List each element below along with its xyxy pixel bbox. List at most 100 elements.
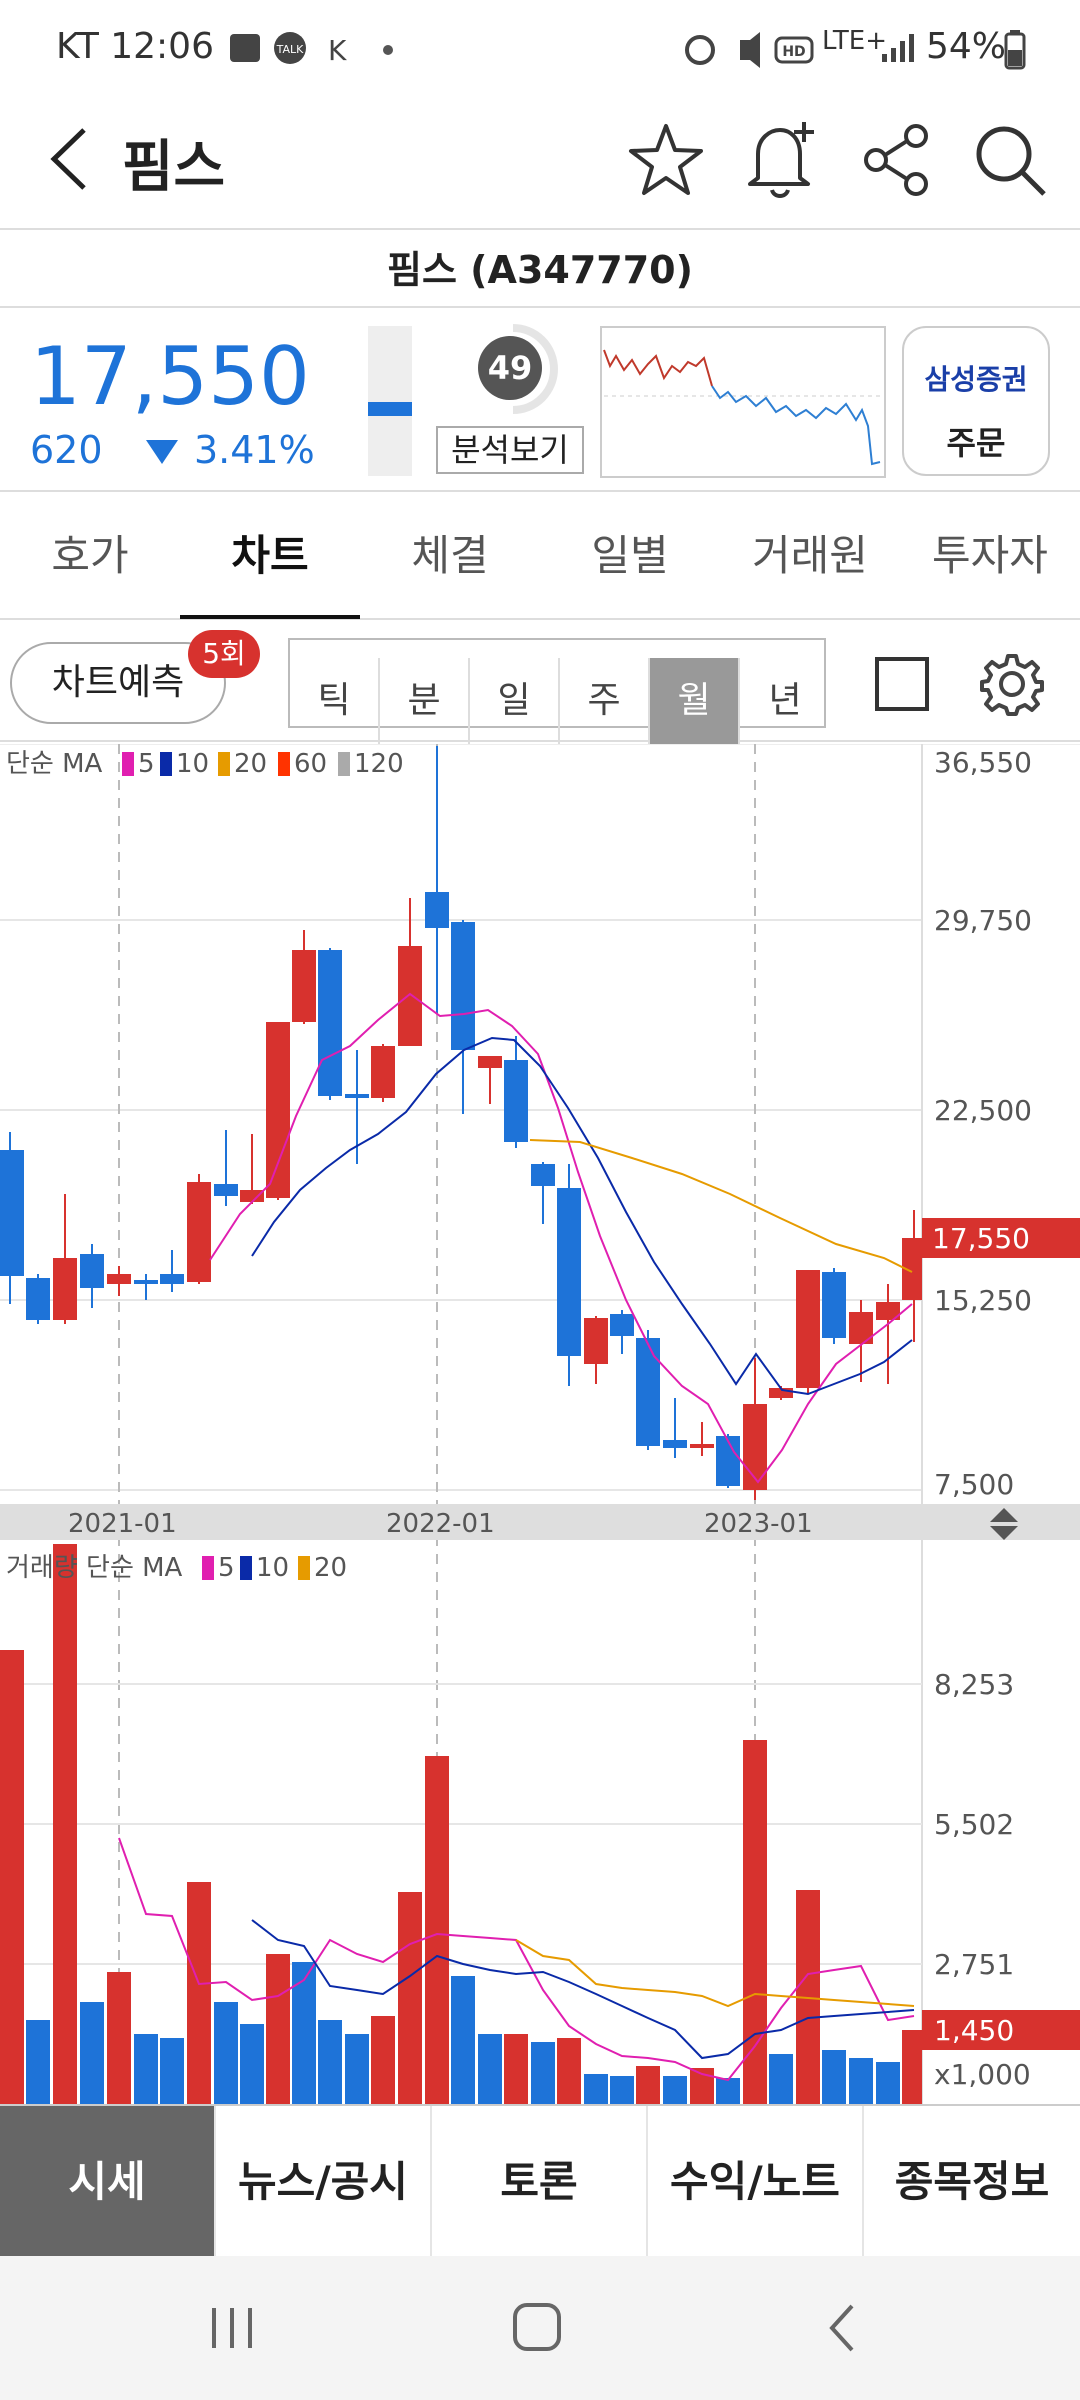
candle xyxy=(214,1184,238,1196)
price-tick-5: 7,500 xyxy=(934,1468,1014,1501)
date-label-2021: 2021-01 xyxy=(68,1509,177,1539)
volume-bar xyxy=(240,2024,264,2104)
candle xyxy=(318,950,342,1096)
vol-tick-1: 8,253 xyxy=(934,1668,1014,1701)
favorite-star-icon[interactable] xyxy=(628,122,704,198)
vol-ma10-swatch xyxy=(240,1556,252,1580)
panel-resize-handle-icon[interactable] xyxy=(990,1508,1018,1540)
candle xyxy=(80,1254,104,1288)
ma5-label: 5 xyxy=(138,749,155,779)
candle xyxy=(610,1314,634,1336)
recent-apps-icon[interactable] xyxy=(206,2304,262,2352)
order-label: 주문 xyxy=(946,424,1006,462)
candle xyxy=(796,1270,820,1388)
tab-active-underline xyxy=(180,615,360,619)
candle xyxy=(478,1056,502,1068)
nav-news[interactable]: 뉴스/공시 xyxy=(216,2106,432,2258)
battery-percent: 54% xyxy=(926,26,1007,67)
volume-bar xyxy=(531,2042,555,2104)
score-gauge[interactable]: 49 xyxy=(468,324,558,414)
volume-bar xyxy=(107,1972,131,2104)
tab-trades[interactable]: 체결 xyxy=(411,531,489,580)
volume-bar xyxy=(53,1544,77,2104)
candle xyxy=(26,1278,50,1320)
ma5-swatch xyxy=(122,752,134,776)
candle xyxy=(584,1318,608,1364)
candle xyxy=(371,1046,395,1098)
candlestick-chart[interactable]: 단순 MA 5 10 20 60 120 36,550 29,750 22,50… xyxy=(0,743,1080,2104)
chart-area[interactable]: 단순 MA 5 10 20 60 120 36,550 29,750 22,50… xyxy=(0,743,1080,2104)
volume-bar xyxy=(160,2038,184,2104)
candle xyxy=(266,1022,290,1198)
notification-icons: TALK K xyxy=(230,32,393,67)
nav-quote[interactable]: 시세 xyxy=(0,2106,216,2258)
volume-bar xyxy=(876,2062,900,2104)
candle xyxy=(504,1060,528,1142)
volume-bar xyxy=(902,2030,922,2104)
score-value: 49 xyxy=(488,349,533,387)
order-button[interactable]: 삼성증권 주문 xyxy=(902,326,1050,476)
share-icon[interactable] xyxy=(862,122,932,198)
tab-daily[interactable]: 일별 xyxy=(591,531,669,580)
ma120-swatch xyxy=(338,752,350,776)
current-volume-tag-label: 1,450 xyxy=(934,2014,1014,2047)
date-label-2022: 2022-01 xyxy=(386,1509,495,1539)
period-tick[interactable]: 틱 xyxy=(290,658,380,744)
mini-price-chart[interactable] xyxy=(600,326,886,478)
ma10-line xyxy=(251,1036,913,1396)
back-icon[interactable] xyxy=(44,124,94,194)
status-bar: KT 12:06 TALK K HD LTE+ 54% xyxy=(0,0,1080,96)
candle xyxy=(663,1440,687,1448)
candle xyxy=(769,1388,793,1398)
tab-investors[interactable]: 투자자 xyxy=(932,531,1048,580)
candle xyxy=(690,1444,714,1448)
nav-discussion[interactable]: 토론 xyxy=(432,2106,648,2258)
chart-predict-button[interactable]: 차트예측 xyxy=(10,642,226,724)
candle xyxy=(636,1338,660,1446)
date-label-2023: 2023-01 xyxy=(704,1509,813,1539)
period-week[interactable]: 주 xyxy=(560,658,650,744)
fullscreen-icon[interactable] xyxy=(874,656,930,712)
candle xyxy=(902,1238,922,1300)
chart-toolbar: 차트예측 5회 틱 분 일 주 월 년 xyxy=(0,622,1080,744)
tab-bar: 호가 차트 체결 일별 거래원 투자자 xyxy=(0,494,1080,620)
current-volume-tag xyxy=(922,2010,1080,2050)
candle xyxy=(398,946,422,1046)
tab-chart[interactable]: 차트 xyxy=(231,531,309,580)
nav-stock-info[interactable]: 종목정보 xyxy=(894,2157,1050,2206)
tab-brokers[interactable]: 거래원 xyxy=(752,531,868,580)
volume-unit: x1,000 xyxy=(934,2058,1031,2091)
volume-bar xyxy=(425,1756,449,2104)
period-day[interactable]: 일 xyxy=(470,658,560,744)
alarm-add-icon[interactable] xyxy=(744,118,820,202)
ma20-swatch xyxy=(218,752,230,776)
home-icon[interactable] xyxy=(510,2300,566,2356)
volume-bar xyxy=(769,2054,793,2104)
volume-bar xyxy=(80,2002,104,2104)
vol-ma10-label: 10 xyxy=(256,1553,289,1583)
price-range-bar xyxy=(368,326,412,476)
volume-bar xyxy=(822,2050,846,2104)
period-month[interactable]: 월 xyxy=(650,658,740,744)
candle xyxy=(557,1188,581,1356)
period-minute[interactable]: 분 xyxy=(380,658,470,744)
candle xyxy=(876,1302,900,1320)
volume-bar xyxy=(743,1740,767,2104)
ma-legend-prefix: 단순 MA xyxy=(6,749,103,779)
analysis-button[interactable]: 분석보기 xyxy=(436,426,584,474)
ma60-label: 60 xyxy=(294,749,327,779)
price-summary: 17,550 620 3.41% 49 분석보기 삼성증권 주문 xyxy=(0,310,1080,492)
nav-profit-note[interactable]: 수익/노트 xyxy=(648,2106,864,2258)
tab-quote[interactable]: 호가 xyxy=(51,531,129,580)
ma10-swatch xyxy=(160,752,172,776)
back-nav-icon[interactable] xyxy=(822,2302,862,2354)
price-change: 620 xyxy=(30,428,103,472)
search-icon[interactable] xyxy=(972,122,1048,198)
period-year[interactable]: 년 xyxy=(768,680,802,721)
price-tick-1: 36,550 xyxy=(934,746,1032,779)
settings-gear-icon[interactable] xyxy=(980,652,1044,716)
candle xyxy=(134,1280,158,1284)
volume-bar xyxy=(0,1650,24,2104)
volume-bar xyxy=(318,2020,342,2104)
ma10-label: 10 xyxy=(176,749,209,779)
